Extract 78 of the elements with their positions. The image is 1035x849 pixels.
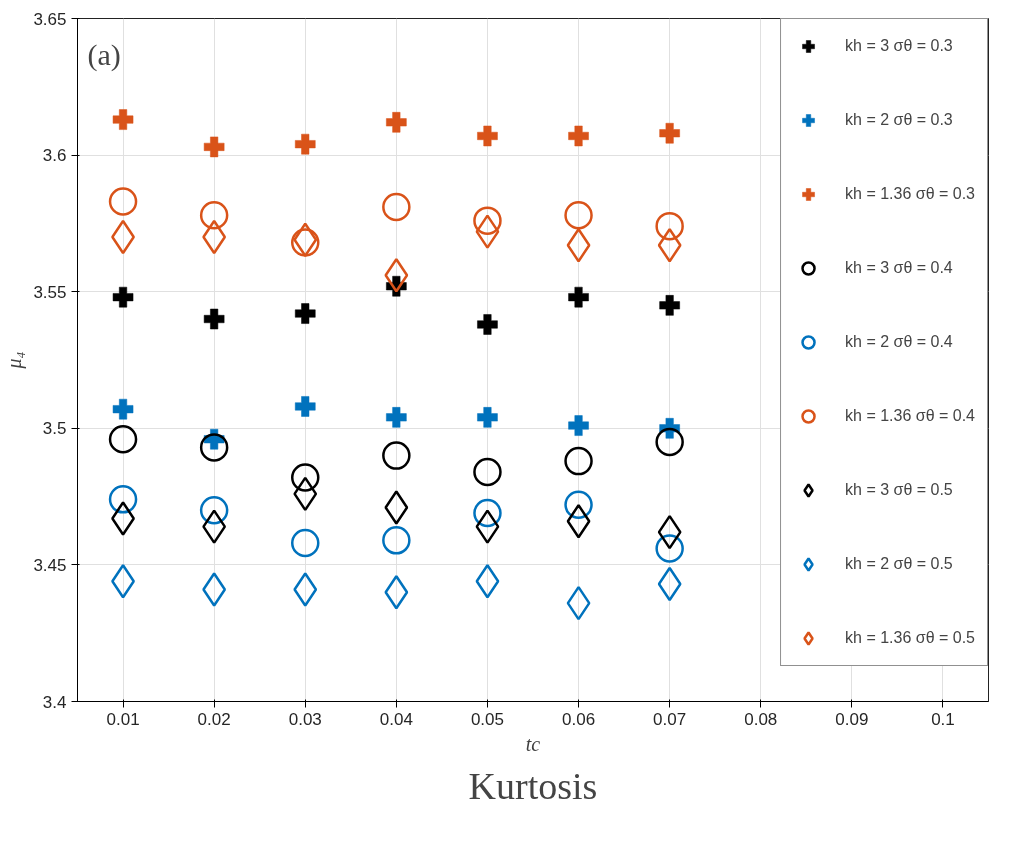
point — [295, 133, 316, 155]
x-tick-label: 0.09 — [835, 709, 869, 729]
point — [475, 564, 500, 599]
y-tick-label: 3.4 — [42, 692, 67, 712]
x-tick-label: 0.02 — [197, 709, 231, 729]
point — [108, 425, 138, 454]
point — [199, 200, 229, 230]
point — [564, 200, 593, 230]
point — [475, 509, 500, 544]
point — [655, 211, 684, 241]
point — [295, 396, 316, 417]
point — [473, 206, 502, 235]
annotation: (a) — [87, 37, 121, 72]
point — [655, 427, 684, 457]
legend-label: kh = 1.36 σθ = 0.5 — [845, 628, 975, 648]
point — [564, 446, 593, 476]
x-tick-label: 0.05 — [470, 709, 504, 729]
point — [655, 534, 684, 563]
x-tick-label: 0.08 — [744, 709, 778, 729]
x-tick-label: 0.03 — [288, 709, 322, 729]
point — [384, 490, 409, 525]
legend-label: kh = 2 σθ = 0.5 — [845, 554, 953, 574]
legend-label: kh = 1.36 σθ = 0.3 — [845, 184, 975, 204]
point — [659, 122, 680, 144]
y-axis-title: μ₄ — [3, 351, 27, 370]
text: Kurtosis — [468, 764, 598, 807]
point — [199, 433, 229, 462]
x-tick-label: 0.07 — [653, 709, 687, 729]
point — [382, 526, 411, 555]
point — [568, 286, 589, 308]
point — [564, 490, 593, 520]
point — [293, 572, 318, 607]
point — [291, 528, 320, 558]
point — [291, 228, 320, 257]
point — [112, 109, 134, 130]
point — [295, 303, 316, 324]
y-tick-label: 3.55 — [33, 282, 67, 302]
legend-label: kh = 3 σθ = 0.4 — [845, 258, 953, 278]
x-tick-label: 0.06 — [562, 709, 596, 729]
point — [108, 187, 138, 216]
point — [382, 441, 411, 470]
x-tick-label: 0.01 — [106, 709, 140, 729]
point — [657, 228, 682, 263]
point — [473, 457, 502, 487]
legend-label: kh = 3 σθ = 0.3 — [845, 36, 953, 56]
point — [291, 463, 320, 492]
point — [108, 485, 138, 514]
point — [473, 498, 502, 528]
point — [199, 496, 229, 525]
point — [568, 415, 589, 436]
point — [386, 112, 407, 133]
x-tick-label: 0.04 — [379, 709, 413, 729]
point — [566, 228, 591, 263]
legend-label: kh = 3 σθ = 0.5 — [845, 480, 953, 500]
point — [477, 125, 498, 147]
point — [203, 136, 225, 158]
x-axis-title: tc — [525, 732, 541, 755]
legend-label: kh = 2 σθ = 0.4 — [845, 332, 953, 352]
point — [382, 192, 411, 222]
y-tick-label: 3.45 — [33, 555, 67, 575]
y-tick-label: 3.5 — [42, 419, 67, 439]
point — [477, 314, 498, 335]
point — [477, 407, 498, 428]
point — [386, 407, 407, 428]
legend-label: kh = 2 σθ = 0.3 — [845, 110, 953, 130]
x-tick-label: 0.1 — [931, 709, 955, 729]
point — [203, 308, 225, 330]
point — [475, 214, 500, 249]
point — [112, 398, 134, 420]
point — [384, 258, 409, 293]
y-tick-label: 3.6 — [42, 146, 67, 166]
y-tick-label: 3.65 — [33, 9, 67, 29]
point — [202, 572, 227, 607]
point — [659, 295, 680, 316]
legend-label: kh = 1.36 σθ = 0.4 — [845, 406, 975, 426]
point — [568, 125, 589, 147]
point — [202, 509, 227, 544]
point — [112, 286, 134, 308]
